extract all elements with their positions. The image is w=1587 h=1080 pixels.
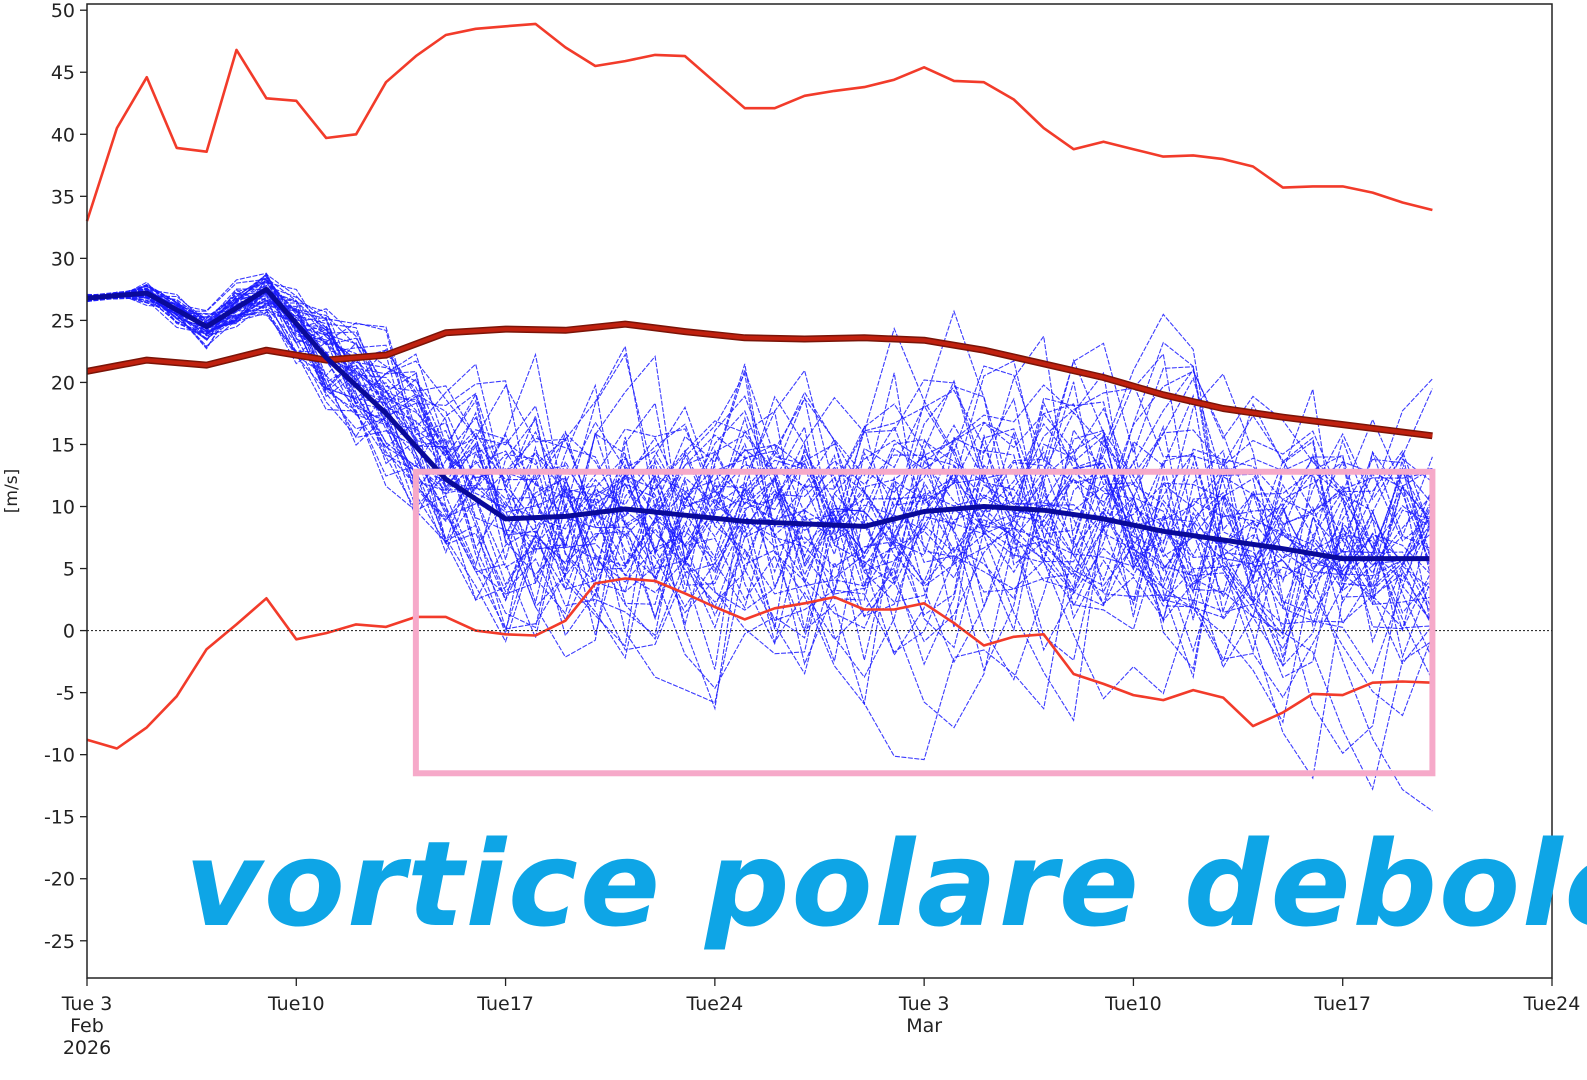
x-tick-label: Tue17 [476,993,534,1015]
y-tick-label: 50 [51,0,75,22]
ensemble-mean-group [86,286,1433,562]
y-tick-label: -20 [44,869,75,891]
highlight-box [412,468,1436,777]
x-tick-label: Tue24 [1523,993,1581,1015]
plot-border [86,3,1553,979]
ensemble-member-line [86,289,1433,755]
ensemble-member-line [86,291,1433,629]
y-tick-label: 15 [51,434,75,456]
y-tick-label: -25 [44,931,75,953]
x-tick-label: Tue24 [686,993,744,1015]
y-tick-label: 40 [51,124,75,146]
ensemble-member-line [86,291,1433,631]
y-tick-label: 10 [51,497,75,519]
ensemble-member-line [86,280,1433,629]
ensemble-member-line [86,285,1433,690]
ensemble-member-line [86,286,1433,588]
y-tick-label: 20 [51,372,75,394]
ensemble-member-line [86,292,1433,729]
y-tick-label: 30 [51,248,75,270]
climatology-min-line [86,577,1433,750]
overlay-caption: vortice polare debole [185,815,1587,953]
ensemble-member-line [86,289,1433,610]
climatology-max-line [85,22,1433,222]
x-axis: Tue 3 Feb 2026 Tue10 Tue17 Tue24 Tue 3 Mar Tue10… [61,978,1581,1059]
x-tick-label: Tue17 [1313,993,1371,1015]
ensemble-member-line [86,292,1433,606]
x-tick-label: Tue10 [1104,993,1162,1015]
y-tick-label: 35 [51,186,75,208]
climatology-lines [85,22,1433,750]
climatology-mean-line [86,322,1433,438]
y-tick-label: 0 [63,621,75,643]
ensemble-member-line [86,277,1433,780]
ensemble-member-line [86,288,1433,623]
y-tick-label: 25 [51,310,75,332]
x-tick-label: Tue 3 Mar [898,993,950,1037]
x-tick-label: Tue10 [267,993,325,1015]
ensemble-member-line [86,285,1433,675]
ensemble-member-line [86,284,1433,670]
x-tick-label: Tue 3 Feb 2026 [61,993,113,1059]
y-tick-label: -10 [44,745,75,767]
plot-frame [86,3,1553,979]
highlight-box-group [412,468,1436,777]
ensemble-mean-line [86,286,1433,562]
y-tick-label: -5 [56,683,75,705]
y-axis-label: [m/s] [2,469,22,513]
y-tick-label: 45 [51,62,75,84]
y-tick-label: -15 [44,807,75,829]
ensemble-member-line [86,285,1433,621]
y-tick-label: 5 [63,559,75,581]
ensemble-member-line [86,287,1433,603]
